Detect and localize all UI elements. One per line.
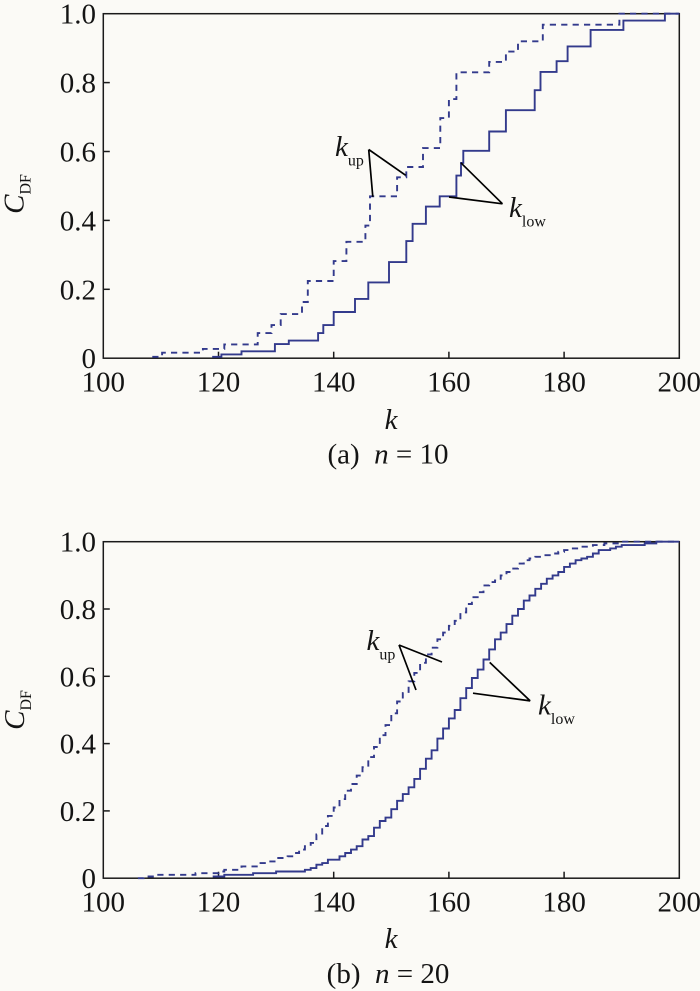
svg-text:1.0: 1.0 (60, 527, 96, 559)
svg-text:180: 180 (542, 887, 586, 919)
svg-text:k: k (385, 923, 399, 955)
svg-text:160: 160 (427, 887, 471, 919)
svg-text:200: 200 (658, 887, 700, 919)
svg-text:0.6: 0.6 (60, 661, 96, 693)
svg-text:200: 200 (658, 367, 700, 399)
svg-text:180: 180 (542, 367, 586, 399)
svg-text:CDF: CDF (0, 174, 35, 214)
svg-text:CDF: CDF (0, 690, 35, 730)
svg-text:160: 160 (427, 367, 471, 399)
svg-text:0.8: 0.8 (60, 68, 96, 100)
svg-text:0: 0 (82, 343, 97, 375)
svg-text:(a) n = 10: (a) n = 10 (327, 439, 448, 471)
svg-text:0.4: 0.4 (60, 729, 97, 761)
svg-text:0.2: 0.2 (60, 274, 96, 306)
svg-text:1.0: 1.0 (60, 0, 96, 31)
svg-text:100: 100 (82, 887, 126, 919)
svg-text:120: 120 (197, 887, 241, 919)
svg-text:0: 0 (82, 863, 97, 895)
svg-text:0.4: 0.4 (60, 205, 97, 237)
svg-text:100: 100 (82, 367, 126, 399)
svg-text:120: 120 (197, 367, 241, 399)
svg-text:140: 140 (312, 887, 356, 919)
svg-text:(b) n = 20: (b) n = 20 (327, 958, 450, 990)
svg-text:0.2: 0.2 (60, 796, 96, 828)
svg-text:k: k (385, 404, 399, 436)
svg-text:0.8: 0.8 (60, 594, 96, 626)
svg-text:140: 140 (312, 367, 356, 399)
svg-text:0.6: 0.6 (60, 137, 96, 169)
